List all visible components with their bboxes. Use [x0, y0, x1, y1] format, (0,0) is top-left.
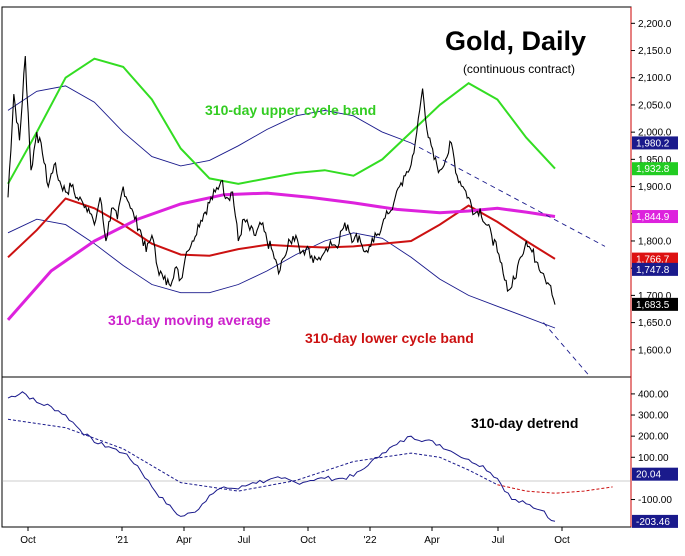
series-envelope-upper-line [7, 85, 412, 167]
main-y-tick-label: 1,950.0 [638, 155, 672, 166]
badge-background [632, 210, 678, 224]
x-axis: Oct '21 Apr Jul Oct '22 Apr Jul Oct [20, 527, 570, 546]
main-y-tick-label: 2,100.0 [638, 73, 672, 84]
chart-title: Gold, Daily [445, 26, 586, 56]
badge-value: 1,766.7 [636, 255, 670, 266]
badge-background [632, 262, 678, 276]
chart-subtitle: (continuous contract) [463, 62, 575, 76]
last-value-badges: 1,980.2 1,932.8 1,844.9 1,766.71,747.8 1,683… [632, 136, 678, 528]
lower-y-tick-label: 100.00 [638, 453, 669, 464]
lower-y-axis: 400.00 300.00 200.00 100.00 -100.00 [631, 389, 672, 506]
upper-band-annotation: 310-day upper cycle band [205, 102, 376, 118]
cycle-projection-future-line [497, 484, 613, 494]
lower-y-tick-label: 300.00 [638, 411, 669, 422]
main-y-tick-label: 1,900.0 [638, 182, 672, 193]
main-series-group [6, 55, 606, 375]
detrend-title: 310-day detrend [471, 415, 578, 431]
last-value-badge-upper-band: 1,932.8 [632, 162, 678, 176]
moving-average-annotation: 310-day moving average [108, 312, 271, 328]
badge-background [632, 162, 678, 176]
series-upper-band-line [7, 57, 556, 185]
badge-background [632, 514, 678, 528]
upper-envelope-projection-line [410, 142, 606, 247]
x-tick-label: Apr [424, 535, 440, 546]
last-value-badge-envelope-lower: 1,747.8 [632, 262, 678, 276]
badge-value: 20.04 [636, 470, 661, 481]
badge-background [632, 467, 678, 481]
badge-value: 1,844.9 [636, 212, 670, 223]
badge-value: -203.46 [636, 517, 670, 528]
series-lower-band-line [7, 197, 556, 260]
x-tick-label: Jul [492, 535, 505, 546]
main-y-tick-label: 2,200.0 [638, 19, 672, 30]
lower-band-annotation: 310-day lower cycle band [305, 330, 474, 346]
main-y-tick-label: 1,800.0 [638, 236, 672, 247]
series-moving-average-line [6, 191, 556, 321]
x-tick-label: '21 [115, 535, 128, 546]
last-value-badge-lower-band: 1,766.7 [632, 252, 678, 266]
main-y-tick-label: 1,600.0 [638, 345, 672, 356]
badge-value: 1,932.8 [636, 164, 670, 175]
x-tick-label: Oct [554, 535, 570, 546]
last-value-badge-detrend: -203.46 [632, 514, 678, 528]
x-tick-label: Jul [238, 535, 251, 546]
series-detrend-line [7, 391, 556, 522]
lower-panel-frame [1, 376, 632, 528]
last-value-badge-cycle-projection: 20.04 [632, 467, 678, 481]
badge-background [632, 252, 678, 266]
x-tick-label: Apr [176, 535, 192, 546]
badge-value: 1,683.5 [636, 300, 670, 311]
lower-y-tick-label: -100.00 [638, 495, 672, 506]
badge-background [632, 136, 678, 150]
badge-value: 1,980.2 [636, 138, 670, 149]
badge-value: 1,747.8 [636, 265, 670, 276]
lower-series-group [7, 391, 613, 522]
main-y-tick-label: 1,650.0 [638, 318, 672, 329]
main-panel-frame [1, 6, 632, 378]
main-y-tick-label: 2,050.0 [638, 100, 672, 111]
main-y-tick-label: 2,000.0 [638, 128, 672, 139]
last-value-badge-price: 1,683.5 [632, 297, 678, 311]
badge-background [632, 297, 678, 311]
last-value-badge-envelope-upper: 1,980.2 [632, 136, 678, 150]
main-y-tick-label: 2,150.0 [638, 46, 672, 57]
last-value-badge-moving-average: 1,844.9 [632, 210, 678, 224]
x-tick-label: Oct [20, 535, 36, 546]
series-price-line [7, 55, 556, 305]
x-tick-label: '22 [363, 535, 376, 546]
x-tick-label: Oct [300, 535, 316, 546]
lower-y-tick-label: 200.00 [638, 432, 669, 443]
main-y-tick-label: 1,700.0 [638, 291, 672, 302]
main-y-axis: 2,200.0 2,150.0 2,100.0 2,050.0 2,000.0 1,950… [631, 19, 672, 356]
cycle-projection-line [7, 418, 498, 492]
lower-y-tick-label: 400.00 [638, 389, 669, 400]
lower-envelope-projection-line [543, 322, 589, 375]
